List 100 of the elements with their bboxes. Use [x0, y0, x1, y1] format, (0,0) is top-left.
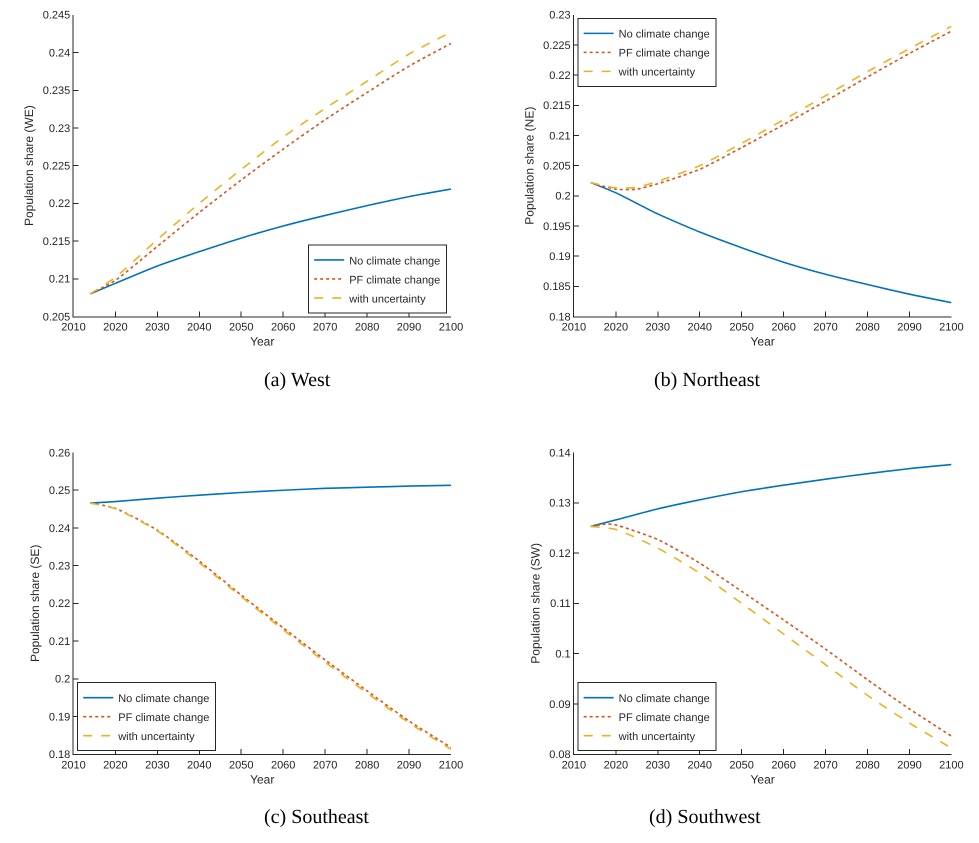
x-tick-label: 2030: [646, 759, 670, 772]
y-tick-label: 0.185: [543, 281, 571, 294]
x-tick-label: 2100: [939, 322, 964, 334]
y-tick-label: 0.19: [48, 711, 70, 724]
x-axis-title: Year: [250, 772, 274, 786]
x-tick-label: 2030: [646, 322, 670, 334]
legend-label: No climate change: [618, 692, 710, 705]
legend-label: PF climate change: [349, 274, 440, 286]
y-tick-label: 0.18: [549, 311, 571, 324]
y-tick-label: 0.215: [543, 100, 571, 112]
x-tick-label: 2010: [562, 322, 586, 334]
x-tick-label: 2040: [687, 759, 712, 772]
x-tick-label: 2100: [939, 759, 964, 772]
y-tick-label: 0.225: [543, 40, 571, 52]
x-tick-label: 2040: [187, 322, 212, 334]
y-axis-title: Population share (SE): [28, 544, 42, 662]
x-tick-label: 2070: [312, 759, 338, 772]
text: (a) West: [264, 369, 331, 391]
legend-label: with uncertainty: [618, 730, 696, 743]
text: (b) Northeast: [654, 369, 761, 391]
x-tick-label: 2070: [813, 322, 838, 334]
legend-label: No climate change: [349, 255, 440, 268]
x-tick-label: 2100: [438, 322, 464, 334]
x-tick-label: 2080: [354, 759, 380, 772]
x-tick-label: 2020: [604, 759, 628, 772]
y-tick-label: 0.26: [48, 447, 70, 460]
y-tick-label: 0.22: [549, 70, 571, 82]
y-tick-label: 0.23: [48, 560, 70, 573]
x-tick-label: 2090: [396, 759, 422, 772]
y-tick-label: 0.18: [48, 749, 70, 762]
y-axis-title: Population share (WE): [22, 105, 36, 226]
x-tick-label: 2020: [103, 759, 128, 772]
y-tick-label: 0.08: [549, 749, 571, 762]
y-tick-label: 0.21: [48, 636, 70, 648]
line-series: [89, 188, 451, 295]
legend-label: No climate change: [618, 28, 710, 41]
legend-label: with uncertainty: [117, 730, 196, 743]
y-tick-label: 0.22: [48, 598, 70, 610]
x-tick-label: 2020: [103, 322, 128, 334]
x-tick-label: 2060: [270, 759, 296, 772]
x-axis-title: Year: [750, 334, 775, 349]
legend-label: PF climate change: [118, 712, 210, 724]
y-tick-label: 0.23: [48, 122, 70, 135]
x-tick-label: 2010: [61, 322, 86, 334]
x-tick-label: 2100: [438, 759, 464, 772]
y-tick-label: 0.12: [549, 548, 571, 560]
legend-label: PF climate change: [618, 712, 710, 724]
y-tick-label: 0.2: [555, 190, 571, 203]
text: (c) Southeast: [264, 806, 370, 828]
y-tick-label: 0.25: [48, 485, 70, 498]
x-tick-label: 2040: [687, 322, 712, 334]
x-axis-title: Year: [750, 772, 775, 786]
y-tick-label: 0.22: [48, 198, 70, 210]
x-tick-label: 2030: [145, 759, 170, 772]
y-tick-label: 0.24: [48, 522, 70, 535]
x-tick-label: 2080: [855, 322, 880, 334]
x-tick-label: 2060: [270, 322, 296, 334]
line-series: [590, 182, 952, 304]
legend-label: with uncertainty: [618, 66, 696, 79]
x-tick-label: 2010: [562, 759, 586, 772]
x-tick-label: 2090: [897, 322, 922, 334]
line-series: [89, 484, 451, 504]
x-tick-label: 2050: [228, 759, 254, 772]
x-tick-label: 2010: [61, 759, 86, 772]
x-tick-label: 2060: [771, 759, 796, 772]
x-tick-label: 2030: [145, 322, 170, 334]
x-tick-label: 2090: [897, 759, 922, 772]
x-tick-label: 2020: [604, 322, 628, 334]
x-tick-label: 2050: [729, 322, 754, 334]
y-tick-label: 0.24: [48, 47, 70, 60]
y-tick-label: 0.11: [550, 598, 571, 610]
x-tick-label: 2090: [396, 322, 422, 334]
y-tick-label: 0.225: [42, 160, 70, 173]
x-axis-title: Year: [250, 334, 274, 349]
y-tick-label: 0.235: [42, 85, 70, 98]
y-tick-label: 0.21: [48, 274, 70, 286]
x-tick-label: 2060: [771, 322, 796, 334]
x-tick-label: 2070: [312, 322, 338, 334]
x-tick-label: 2050: [228, 322, 254, 334]
y-tick-label: 0.195: [543, 220, 571, 233]
x-tick-label: 2080: [855, 759, 880, 772]
y-tick-label: 0.245: [42, 10, 70, 22]
line-series: [590, 464, 952, 528]
y-tick-label: 0.1: [555, 648, 571, 660]
y-tick-label: 0.13: [549, 498, 571, 510]
x-tick-label: 2040: [187, 759, 212, 772]
y-tick-label: 0.215: [42, 236, 70, 248]
text: (d) Southwest: [649, 806, 762, 828]
y-tick-label: 0.23: [549, 10, 571, 22]
y-tick-label: 0.19: [549, 251, 571, 264]
x-tick-label: 2050: [729, 759, 754, 772]
x-tick-label: 2080: [354, 322, 380, 334]
x-tick-label: 2070: [813, 759, 838, 772]
y-tick-label: 0.205: [543, 160, 571, 173]
y-tick-label: 0.09: [549, 698, 571, 711]
y-tick-label: 0.205: [42, 311, 70, 324]
legend-label: with uncertainty: [348, 293, 426, 306]
y-tick-label: 0.14: [549, 447, 571, 460]
y-tick-label: 0.2: [54, 674, 70, 686]
y-axis-title: Population share (NE): [522, 106, 536, 225]
